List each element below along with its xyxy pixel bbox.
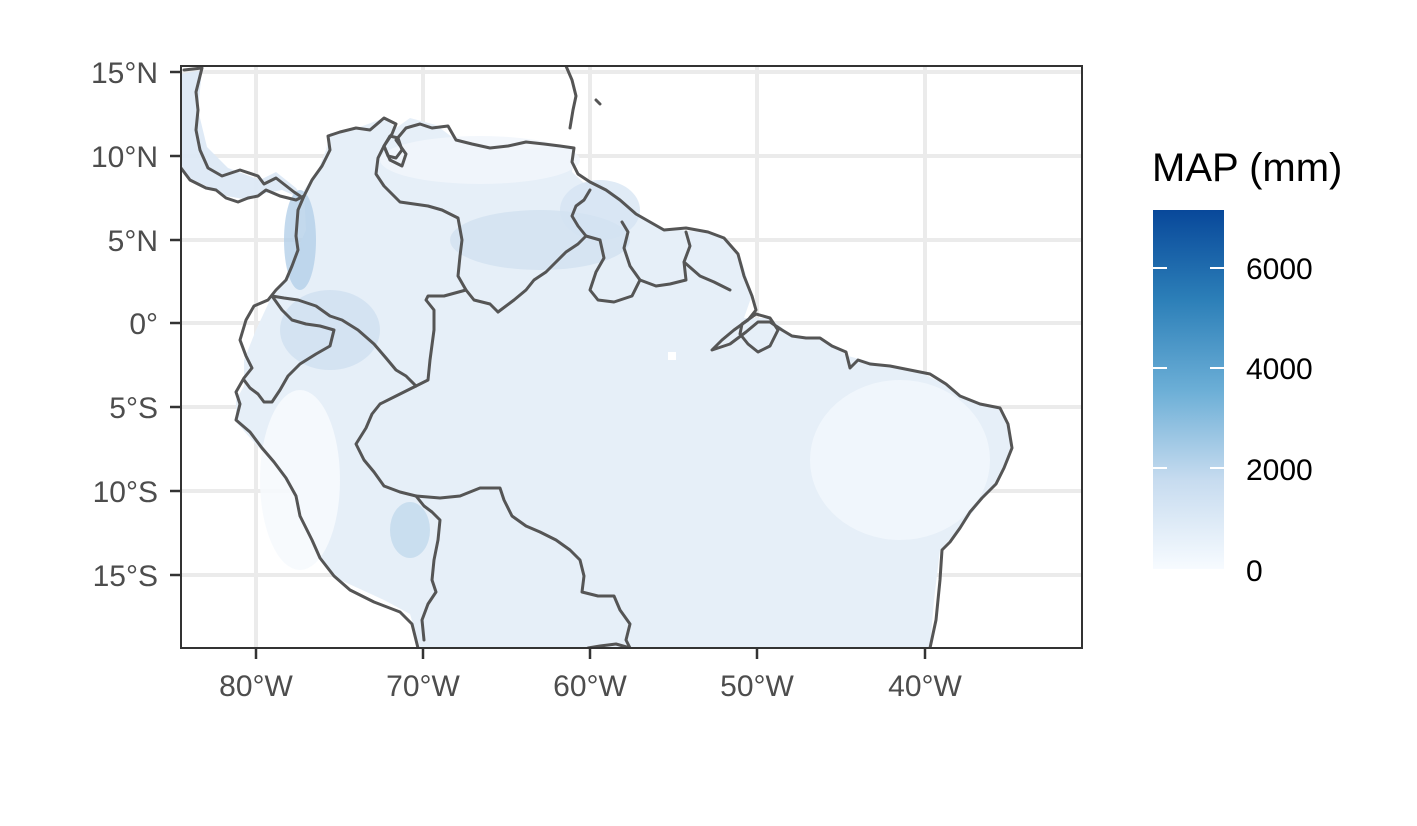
central-america-land bbox=[181, 70, 304, 200]
border-colombia-brazil bbox=[414, 288, 468, 388]
border-colombia-peru bbox=[270, 294, 418, 388]
border-peru-brazil bbox=[354, 384, 418, 498]
map-panel bbox=[180, 65, 1083, 649]
data-gap bbox=[668, 352, 676, 360]
border-suriname bbox=[638, 230, 732, 292]
caribbean-islands bbox=[564, 66, 602, 130]
border-venezuela-brazil bbox=[496, 188, 592, 314]
x-tick-label: 70°W bbox=[386, 670, 460, 703]
border-bolivia-brazil bbox=[414, 486, 632, 648]
y-axis: 15°N 10°N 5°N 0° 5°S 10°S 15°S bbox=[91, 57, 181, 593]
legend-label: 0 bbox=[1246, 555, 1263, 588]
south-america-coast bbox=[302, 116, 1014, 648]
y-tick-label: 5°S bbox=[109, 392, 158, 425]
legend-label: 6000 bbox=[1246, 253, 1313, 286]
border-guyana bbox=[584, 220, 642, 304]
south-america-land bbox=[236, 118, 1010, 648]
legend-colorbar bbox=[1153, 210, 1224, 569]
y-tick-label: 15°N bbox=[91, 57, 158, 90]
y-tick-label: 10°N bbox=[91, 141, 158, 174]
y-tick-label: 5°N bbox=[108, 225, 158, 258]
y-tick-label: 15°S bbox=[93, 560, 158, 593]
wet-zone-andes-south bbox=[390, 502, 430, 558]
legend: MAP (mm) 6000 4000 2000 0 bbox=[1152, 146, 1342, 588]
y-tick-label: 10°S bbox=[93, 476, 158, 509]
wet-zone-guiana bbox=[560, 180, 640, 240]
land-layer bbox=[181, 66, 1010, 648]
dry-zone-pacific-coast bbox=[260, 390, 340, 570]
legend-label: 2000 bbox=[1246, 454, 1313, 487]
marajo-island bbox=[738, 312, 780, 354]
border-colombia-venezuela bbox=[374, 144, 500, 314]
dry-zone-northeast bbox=[810, 380, 990, 540]
y-tick-label: 0° bbox=[129, 308, 158, 341]
pacific-coast bbox=[234, 194, 420, 648]
border-peru-bolivia bbox=[414, 494, 442, 642]
x-tick-label: 60°W bbox=[553, 670, 627, 703]
lake-maracaibo bbox=[382, 134, 404, 160]
x-tick-label: 80°W bbox=[219, 670, 293, 703]
dry-zone-caribbean bbox=[380, 136, 580, 184]
panel-border bbox=[180, 65, 1083, 649]
border-ecuador-peru bbox=[242, 294, 336, 404]
x-tick-label: 50°W bbox=[720, 670, 794, 703]
x-axis: 80°W 70°W 60°W 50°W 40°W bbox=[219, 648, 963, 703]
x-tick-label: 40°W bbox=[888, 670, 962, 703]
outlines bbox=[181, 66, 1014, 648]
legend-label: 4000 bbox=[1246, 353, 1313, 386]
central-america-coast bbox=[181, 66, 306, 204]
legend-title: MAP (mm) bbox=[1152, 146, 1342, 190]
